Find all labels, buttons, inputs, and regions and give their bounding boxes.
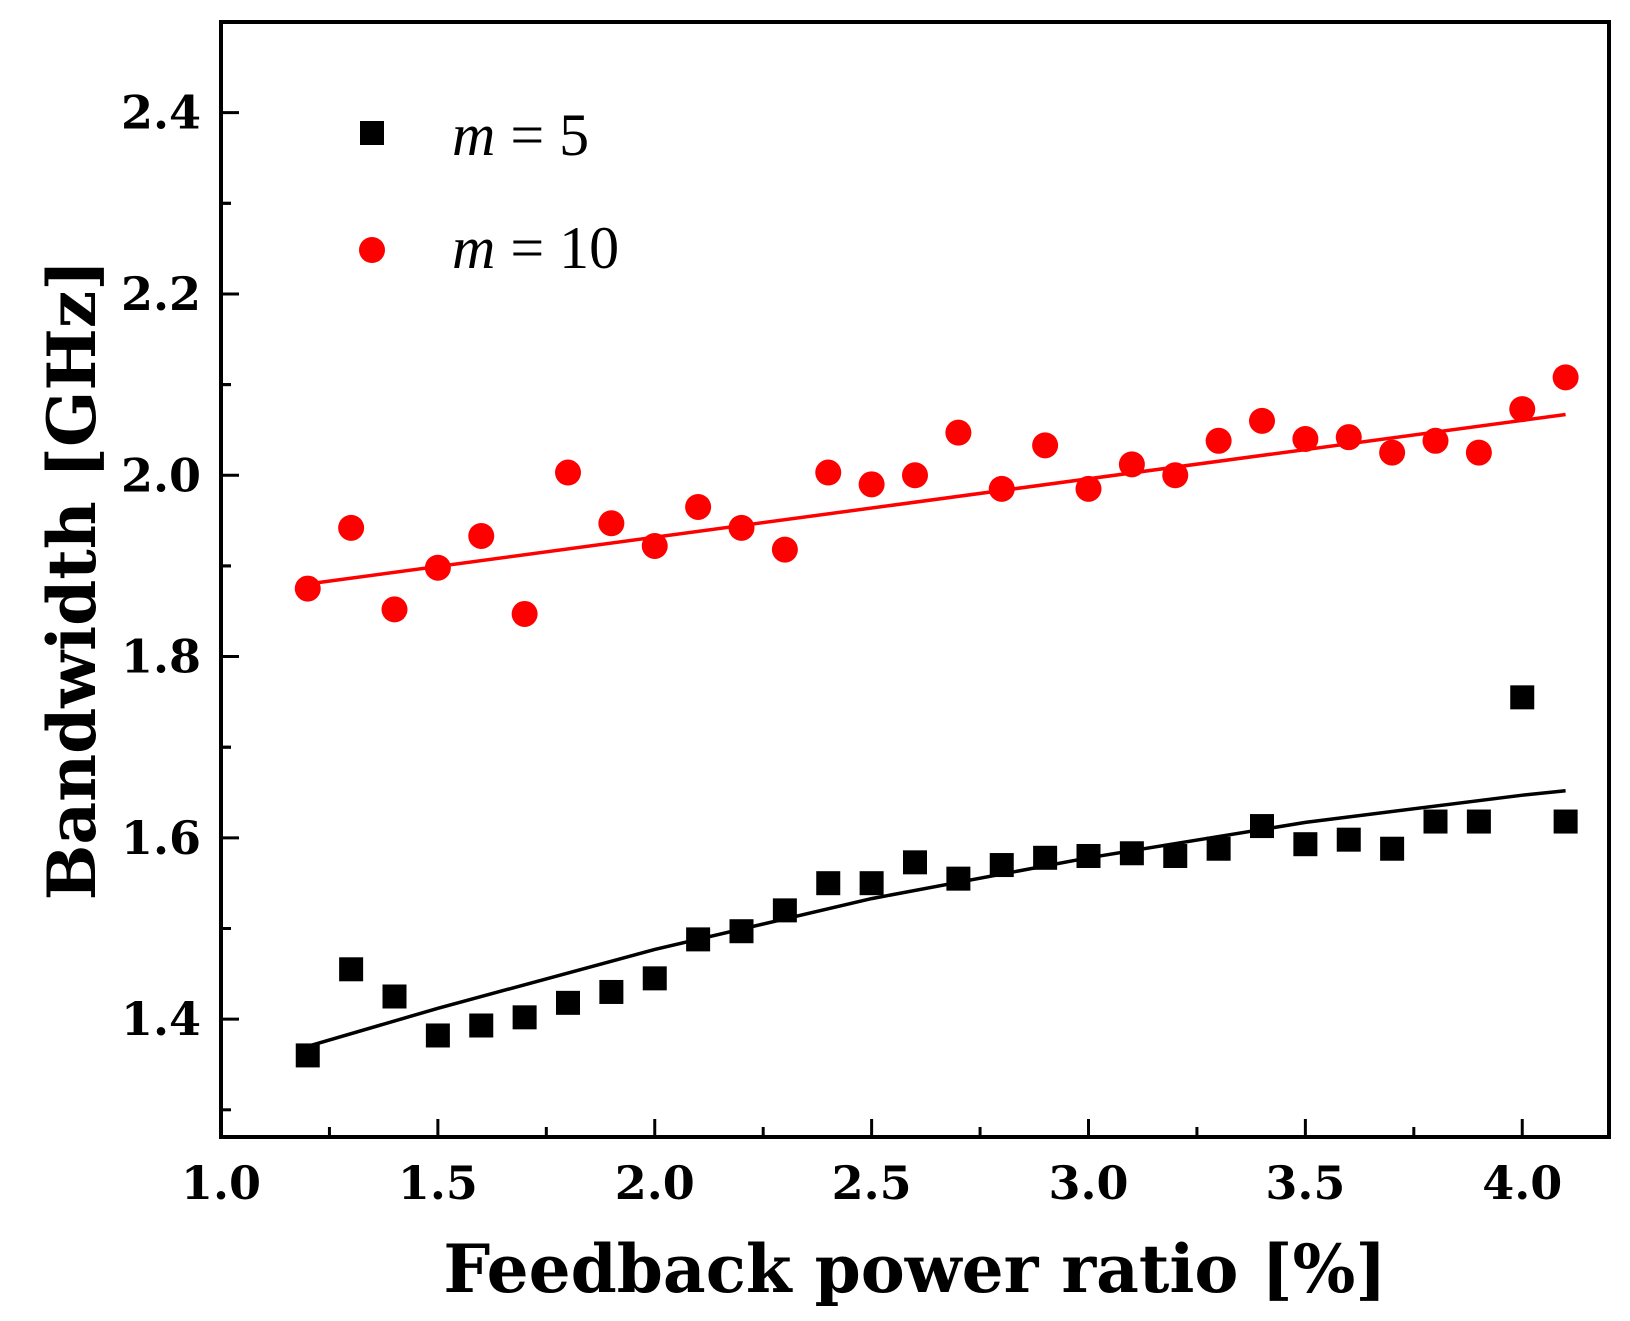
legend-marker-m10 — [359, 237, 385, 263]
data-point-m5 — [1250, 814, 1274, 839]
data-point-m10 — [1552, 364, 1579, 391]
data-point-m10 — [598, 510, 625, 537]
data-point-m5 — [1336, 827, 1361, 852]
data-point-m10 — [468, 522, 495, 549]
data-point-m5 — [382, 984, 407, 1009]
x-tick-label: 2.0 — [615, 1156, 695, 1210]
data-point-m5 — [1206, 836, 1231, 861]
data-point-m10 — [945, 419, 972, 446]
data-point-m5 — [1076, 843, 1101, 868]
data-point-m5 — [903, 850, 927, 875]
x-tick-label: 1.5 — [398, 1156, 478, 1210]
data-point-m5 — [425, 1023, 450, 1048]
data-point-m10 — [815, 459, 842, 486]
data-point-m10 — [338, 514, 365, 541]
data-point-m5 — [339, 957, 364, 982]
legend: m = 5 m = 10 — [359, 102, 619, 281]
data-points — [294, 364, 1579, 1068]
data-point-m5 — [1510, 685, 1535, 710]
data-point-m5 — [1466, 809, 1491, 834]
data-point-m10 — [511, 600, 538, 627]
data-point-m5 — [989, 853, 1014, 878]
y-tick-label: 2.0 — [121, 448, 201, 502]
data-point-m5 — [512, 1005, 537, 1030]
data-point-m5 — [1119, 841, 1144, 866]
data-point-m5 — [1423, 809, 1448, 834]
axis-ticks — [219, 111, 1524, 1137]
fit-lines — [307, 412, 1566, 1048]
data-point-m10 — [1335, 424, 1362, 451]
data-point-m10 — [1249, 407, 1275, 434]
data-point-m10 — [988, 475, 1015, 502]
data-point-m10 — [858, 471, 885, 498]
legend-marker-m5 — [360, 121, 384, 145]
data-point-m5 — [642, 966, 667, 991]
data-point-m10 — [424, 554, 451, 581]
data-point-m5 — [1380, 836, 1405, 861]
data-point-m5 — [599, 979, 624, 1004]
data-point-m10 — [294, 575, 321, 602]
data-point-m10 — [381, 596, 408, 623]
y-tick-label: 1.6 — [121, 811, 201, 865]
data-point-m5 — [1553, 809, 1578, 834]
data-point-m10 — [1118, 451, 1145, 478]
data-point-m10 — [1292, 425, 1319, 452]
plot-frame — [219, 20, 1611, 1139]
data-point-m5 — [556, 990, 580, 1015]
x-tick-label: 3.5 — [1265, 1156, 1345, 1210]
data-point-m5 — [1293, 832, 1318, 857]
data-point-m10 — [555, 459, 581, 486]
data-point-m10 — [1509, 396, 1536, 423]
tick-labels: 1.0 1.5 2.0 2.5 3.0 3.5 4.0 1.4 1.6 1.8 2.0 2.2 2.4 — [121, 86, 1562, 1210]
data-point-m5 — [772, 898, 797, 923]
data-point-m5 — [729, 919, 754, 944]
data-point-m5 — [295, 1043, 320, 1068]
fit-line-m5 — [307, 788, 1566, 1048]
x-tick-label: 3.0 — [1048, 1156, 1128, 1210]
data-point-m5 — [1163, 843, 1188, 868]
data-point-m5 — [816, 871, 841, 896]
data-point-m10 — [685, 493, 712, 520]
x-tick-label: 4.0 — [1482, 1156, 1562, 1210]
data-point-m10 — [728, 514, 755, 541]
data-point-m10 — [902, 462, 928, 489]
y-tick-label: 2.2 — [121, 267, 201, 321]
data-point-m10 — [1162, 462, 1189, 489]
data-point-m10 — [771, 536, 798, 563]
data-point-m10 — [1379, 439, 1406, 466]
x-tick-label: 2.5 — [832, 1156, 912, 1210]
y-axis-title: Bandwidth [GHz] — [33, 260, 111, 901]
legend-label-m10: m = 10 — [452, 215, 619, 281]
data-point-m5 — [469, 1013, 494, 1038]
x-tick-label: 1.0 — [181, 1156, 261, 1210]
data-point-m10 — [1075, 475, 1102, 502]
data-point-m10 — [1205, 427, 1232, 454]
y-tick-label: 2.4 — [121, 86, 201, 140]
y-tick-label: 1.4 — [121, 992, 201, 1046]
data-point-m10 — [1422, 427, 1449, 454]
data-point-m10 — [1032, 432, 1059, 459]
data-point-m5 — [946, 866, 971, 891]
data-point-m5 — [859, 871, 884, 896]
data-point-m10 — [641, 532, 668, 559]
x-axis-title: Feedback power ratio [%] — [443, 1230, 1386, 1308]
legend-label-m5: m = 5 — [452, 102, 589, 168]
data-point-m5 — [686, 927, 711, 952]
y-tick-label: 1.8 — [121, 630, 201, 684]
data-point-m10 — [1465, 439, 1492, 466]
data-point-m5 — [1033, 845, 1058, 870]
fit-line-m10 — [307, 412, 1566, 586]
